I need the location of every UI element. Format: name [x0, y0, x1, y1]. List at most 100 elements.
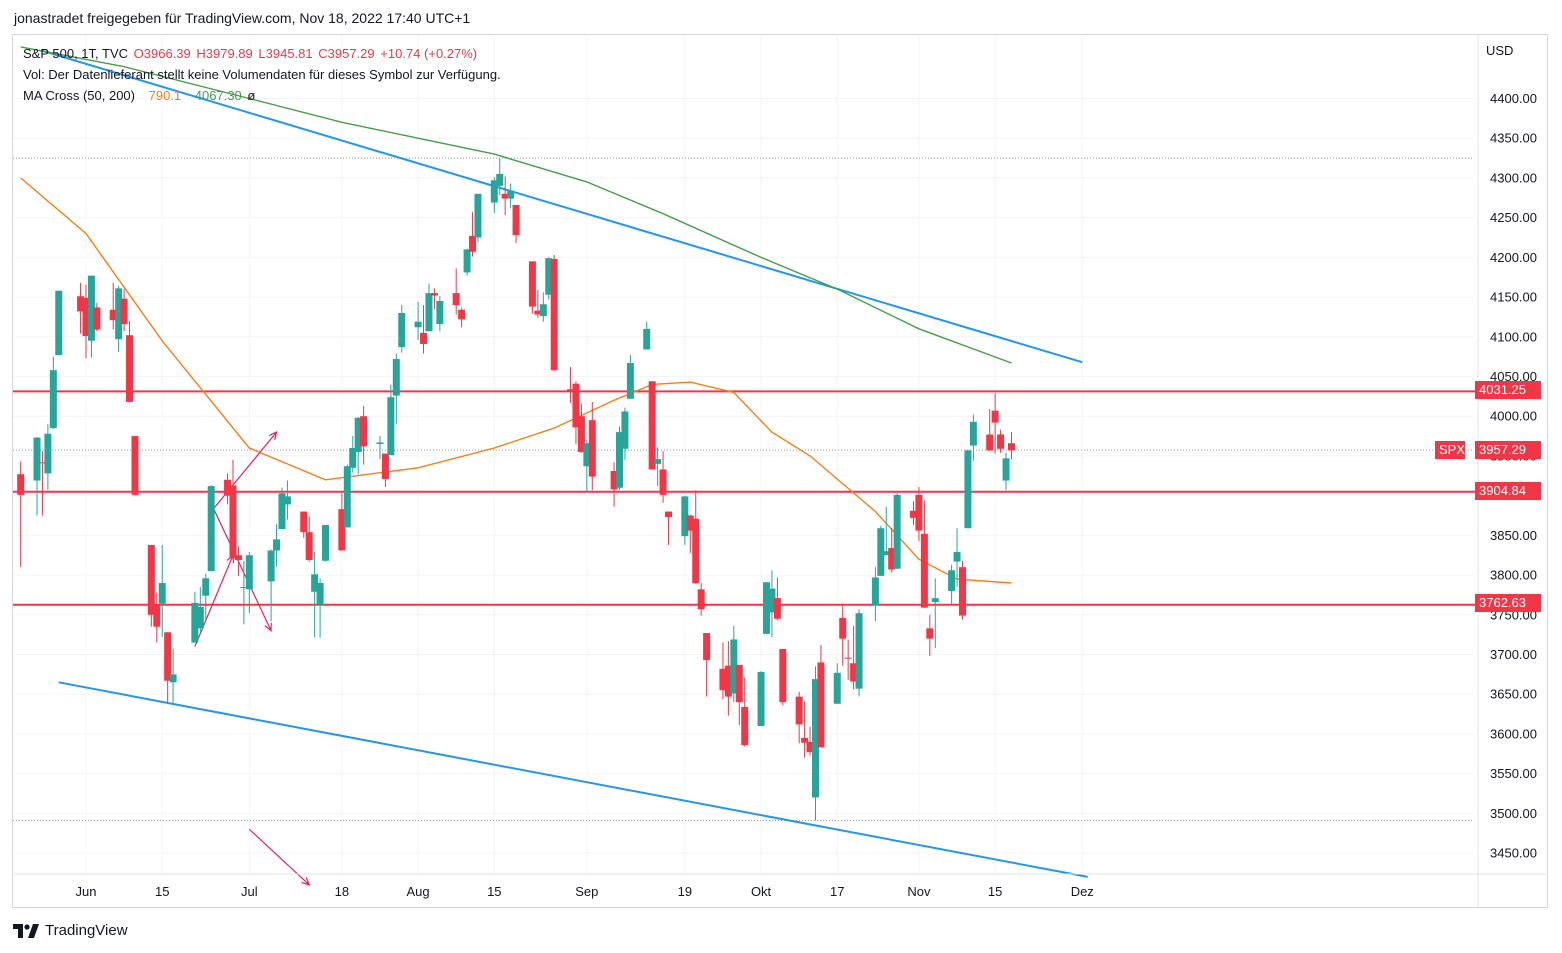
candle-body-up — [349, 447, 357, 468]
candle-body-up — [855, 613, 863, 689]
candle-body-down — [338, 509, 346, 551]
candle-body-up — [490, 180, 498, 203]
candle-body-down — [234, 555, 242, 560]
legend-ma-slow-value: 4067.30 — [194, 88, 242, 103]
candle-body-down — [534, 310, 542, 315]
candle-body-up — [387, 397, 395, 456]
x-tick-label: 15 — [988, 884, 1002, 899]
candle-body-up — [871, 577, 879, 606]
legend-close: C3957.29 — [318, 46, 375, 61]
candle-body-down — [719, 668, 727, 691]
y-tick-label: 3800.00 — [1490, 568, 1537, 583]
candle-body-down — [126, 335, 134, 402]
candle-body-down — [458, 309, 466, 320]
candle-body-down — [572, 383, 580, 428]
ma-slow-line — [20, 46, 1012, 364]
candle-body-up — [425, 293, 433, 332]
candle-body-down — [77, 296, 85, 312]
candle-body-down — [550, 258, 558, 371]
candle-body-down — [224, 479, 232, 496]
candle-body-down — [360, 416, 368, 447]
candle-body-down — [991, 410, 999, 423]
candle-body-up — [283, 496, 291, 505]
candle-body-up — [169, 674, 177, 683]
arrow-head — [269, 431, 278, 441]
x-tick-label: 15 — [155, 884, 169, 899]
symbol-tag: SPX — [1435, 441, 1465, 459]
candle-body-up — [583, 443, 591, 467]
y-tick-label: 3550.00 — [1490, 766, 1537, 781]
candle-body-down — [741, 706, 749, 746]
y-tick-label: 4400.00 — [1490, 91, 1537, 106]
candle-body-down — [665, 511, 673, 518]
y-tick-label: 4050.00 — [1490, 369, 1537, 384]
x-tick-label: 15 — [487, 884, 501, 899]
candle-body-down — [926, 628, 934, 639]
x-tick-label: Dez — [1071, 884, 1094, 899]
candle-body-up — [763, 582, 770, 634]
candle-body-up — [376, 442, 384, 445]
candle-body-down — [817, 662, 825, 748]
candle-body-down — [801, 737, 809, 743]
x-tick-label: 18 — [335, 884, 349, 899]
candle-body-down — [888, 548, 896, 570]
trendline — [58, 681, 1088, 878]
price-tag-resistance-upper: 4031.25 — [1475, 381, 1541, 399]
legend-ma-cross: MA Cross (50, 200) 790.1 4067.30 ø — [23, 88, 255, 103]
footer: TradingView — [13, 922, 128, 939]
candle-body-up — [158, 583, 166, 604]
candle-body-up — [768, 588, 776, 613]
candle-body-down — [839, 617, 847, 639]
candle-body-up — [278, 493, 286, 530]
drawn-arrows — [194, 431, 311, 886]
legend-volume: Vol: Der Datenlieferant stellt keine Vol… — [23, 67, 501, 82]
candle-body-down — [300, 511, 308, 533]
price-tag-support-lower: 3762.63 — [1475, 594, 1541, 612]
time-axis: Jun 15 Jul 18 Aug 15 Sep 19 Okt 17 Nov 15 Dez — [13, 873, 1548, 899]
candle-body-down — [986, 434, 994, 451]
candle-body-up — [882, 551, 890, 556]
footer-brand[interactable]: TradingView — [45, 922, 128, 939]
candle-body-up — [626, 363, 634, 399]
horizontal-levels — [13, 157, 1478, 822]
candle-body-down — [305, 532, 313, 560]
candle-body-down — [93, 307, 101, 330]
y-tick-label: 4000.00 — [1490, 409, 1537, 424]
candle-body-up — [115, 288, 123, 340]
candle-body-up — [969, 421, 977, 446]
candle-body-up — [44, 433, 52, 474]
candle-body-up — [322, 525, 330, 561]
candle-body-up — [33, 437, 41, 481]
candle-body-down — [147, 544, 155, 615]
candle-body-down — [915, 494, 923, 531]
moving-averages — [20, 46, 1012, 584]
y-tick-label: 4300.00 — [1490, 170, 1537, 185]
candle-body-down — [659, 469, 667, 495]
arrow-line — [210, 503, 272, 631]
y-tick-label: 4200.00 — [1490, 250, 1537, 265]
legend-ma-label[interactable]: MA Cross (50, 200) — [23, 88, 135, 103]
y-tick-label: 3500.00 — [1490, 806, 1537, 821]
price-tag-resistance-mid: 3904.84 — [1475, 482, 1541, 500]
arrow-line — [194, 554, 234, 647]
candle-body-up — [1002, 458, 1010, 481]
candle-body-up — [267, 550, 275, 582]
legend-open: O3966.39 — [133, 46, 191, 61]
candle-body-down — [131, 436, 139, 495]
grid-lines — [13, 35, 1474, 873]
legend-symbol[interactable]: S&P 500, 1T, TVC — [23, 46, 129, 61]
candle-body-up — [463, 249, 471, 273]
arrow-line — [210, 431, 278, 512]
candle-body-down — [648, 381, 656, 470]
candle-body-down — [909, 510, 917, 518]
candle-body-down — [17, 474, 25, 495]
x-tick-label: Jul — [241, 884, 258, 899]
candle-body-down — [430, 293, 438, 296]
candle-body-up — [507, 190, 515, 199]
x-tick-label: Okt — [751, 884, 772, 899]
candle-body-down — [381, 453, 389, 479]
legend-ma-fast-value: 790.1 — [148, 88, 182, 103]
candle-body-up — [643, 328, 651, 350]
x-tick-label: Jun — [76, 884, 97, 899]
